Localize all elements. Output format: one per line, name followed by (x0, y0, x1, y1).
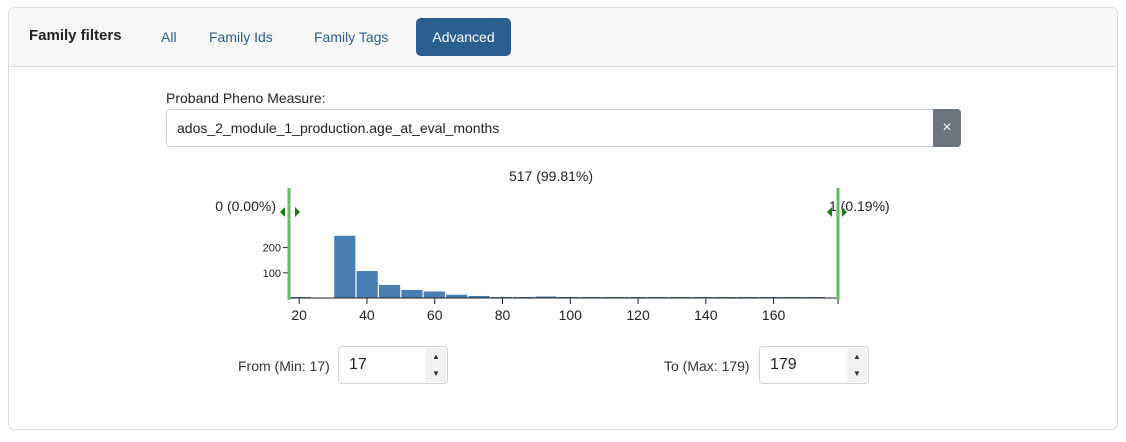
histogram-bar-8 (490, 296, 512, 298)
to-label: To (Max: 179) (664, 358, 750, 374)
to-decrement-button[interactable]: ▼ (853, 369, 861, 378)
histogram-bars (289, 235, 826, 298)
x-tick-label-160: 160 (762, 307, 786, 323)
range-handle-min[interactable] (287, 188, 291, 300)
from-stepper: ▲ ▼ (426, 348, 446, 382)
tab-family-tags[interactable]: Family Tags (314, 29, 389, 45)
max-handle-left-arrow-icon[interactable] (827, 207, 832, 217)
pheno-measure-label: Proband Pheno Measure: (166, 90, 326, 106)
min-handle-left-arrow-icon[interactable] (280, 207, 285, 217)
histogram-chart: 517 (99.81%) 0 (0.00%) 1 (0.19%) 20 40 60 8… (215, 168, 889, 323)
histogram-bar-2 (356, 271, 378, 298)
y-tick-label-200: 200 (263, 243, 281, 255)
histogram-axes: 20 40 60 80 100 120 140 160 100 200 (263, 235, 839, 323)
to-increment-button[interactable]: ▲ (853, 352, 861, 361)
x-tick-label-100: 100 (559, 307, 583, 323)
from-increment-button[interactable]: ▲ (432, 352, 440, 361)
family-filters-card: Family filters All Family Ids Family Tag… (8, 7, 1118, 430)
tab-advanced[interactable]: Advanced (416, 18, 511, 56)
max-handle-right-arrow-icon[interactable] (842, 207, 847, 217)
tab-all[interactable]: All (161, 29, 177, 45)
to-input-wrapper: ▲ ▼ (759, 346, 869, 384)
from-decrement-button[interactable]: ▼ (432, 369, 440, 378)
range-handle-max[interactable] (836, 188, 840, 300)
x-tick-label-40: 40 (359, 307, 375, 323)
below-range-count-label: 0 (0.00%) (215, 198, 276, 214)
y-tick-label-100: 100 (263, 268, 281, 280)
header-title: Family filters (29, 27, 122, 44)
x-tick-label-20: 20 (291, 307, 307, 323)
pheno-measure-input[interactable] (166, 109, 934, 147)
clear-measure-button[interactable]: × (933, 109, 961, 147)
x-tick-label-140: 140 (694, 307, 718, 323)
range-handles (280, 188, 847, 300)
histogram-bar-5 (423, 291, 445, 298)
histogram-bar-6 (446, 294, 468, 298)
histogram-bar-7 (468, 295, 490, 298)
histogram-bar-10 (535, 296, 557, 298)
x-tick-label-80: 80 (495, 307, 511, 323)
in-range-count-label: 517 (99.81%) (509, 168, 593, 184)
min-handle-right-arrow-icon[interactable] (295, 207, 300, 217)
from-input-wrapper: ▲ ▼ (338, 346, 448, 384)
histogram-bar-1 (334, 235, 356, 298)
card-header: Family filters All Family Ids Family Tag… (9, 8, 1117, 67)
histogram-bar-4 (401, 289, 423, 298)
histogram-bar-3 (378, 284, 401, 298)
close-icon: × (942, 119, 952, 136)
x-tick-label-120: 120 (626, 307, 650, 323)
x-tick-label-60: 60 (427, 307, 443, 323)
to-stepper: ▲ ▼ (847, 348, 867, 382)
from-label: From (Min: 17) (238, 358, 330, 374)
tab-family-ids[interactable]: Family Ids (209, 29, 273, 45)
